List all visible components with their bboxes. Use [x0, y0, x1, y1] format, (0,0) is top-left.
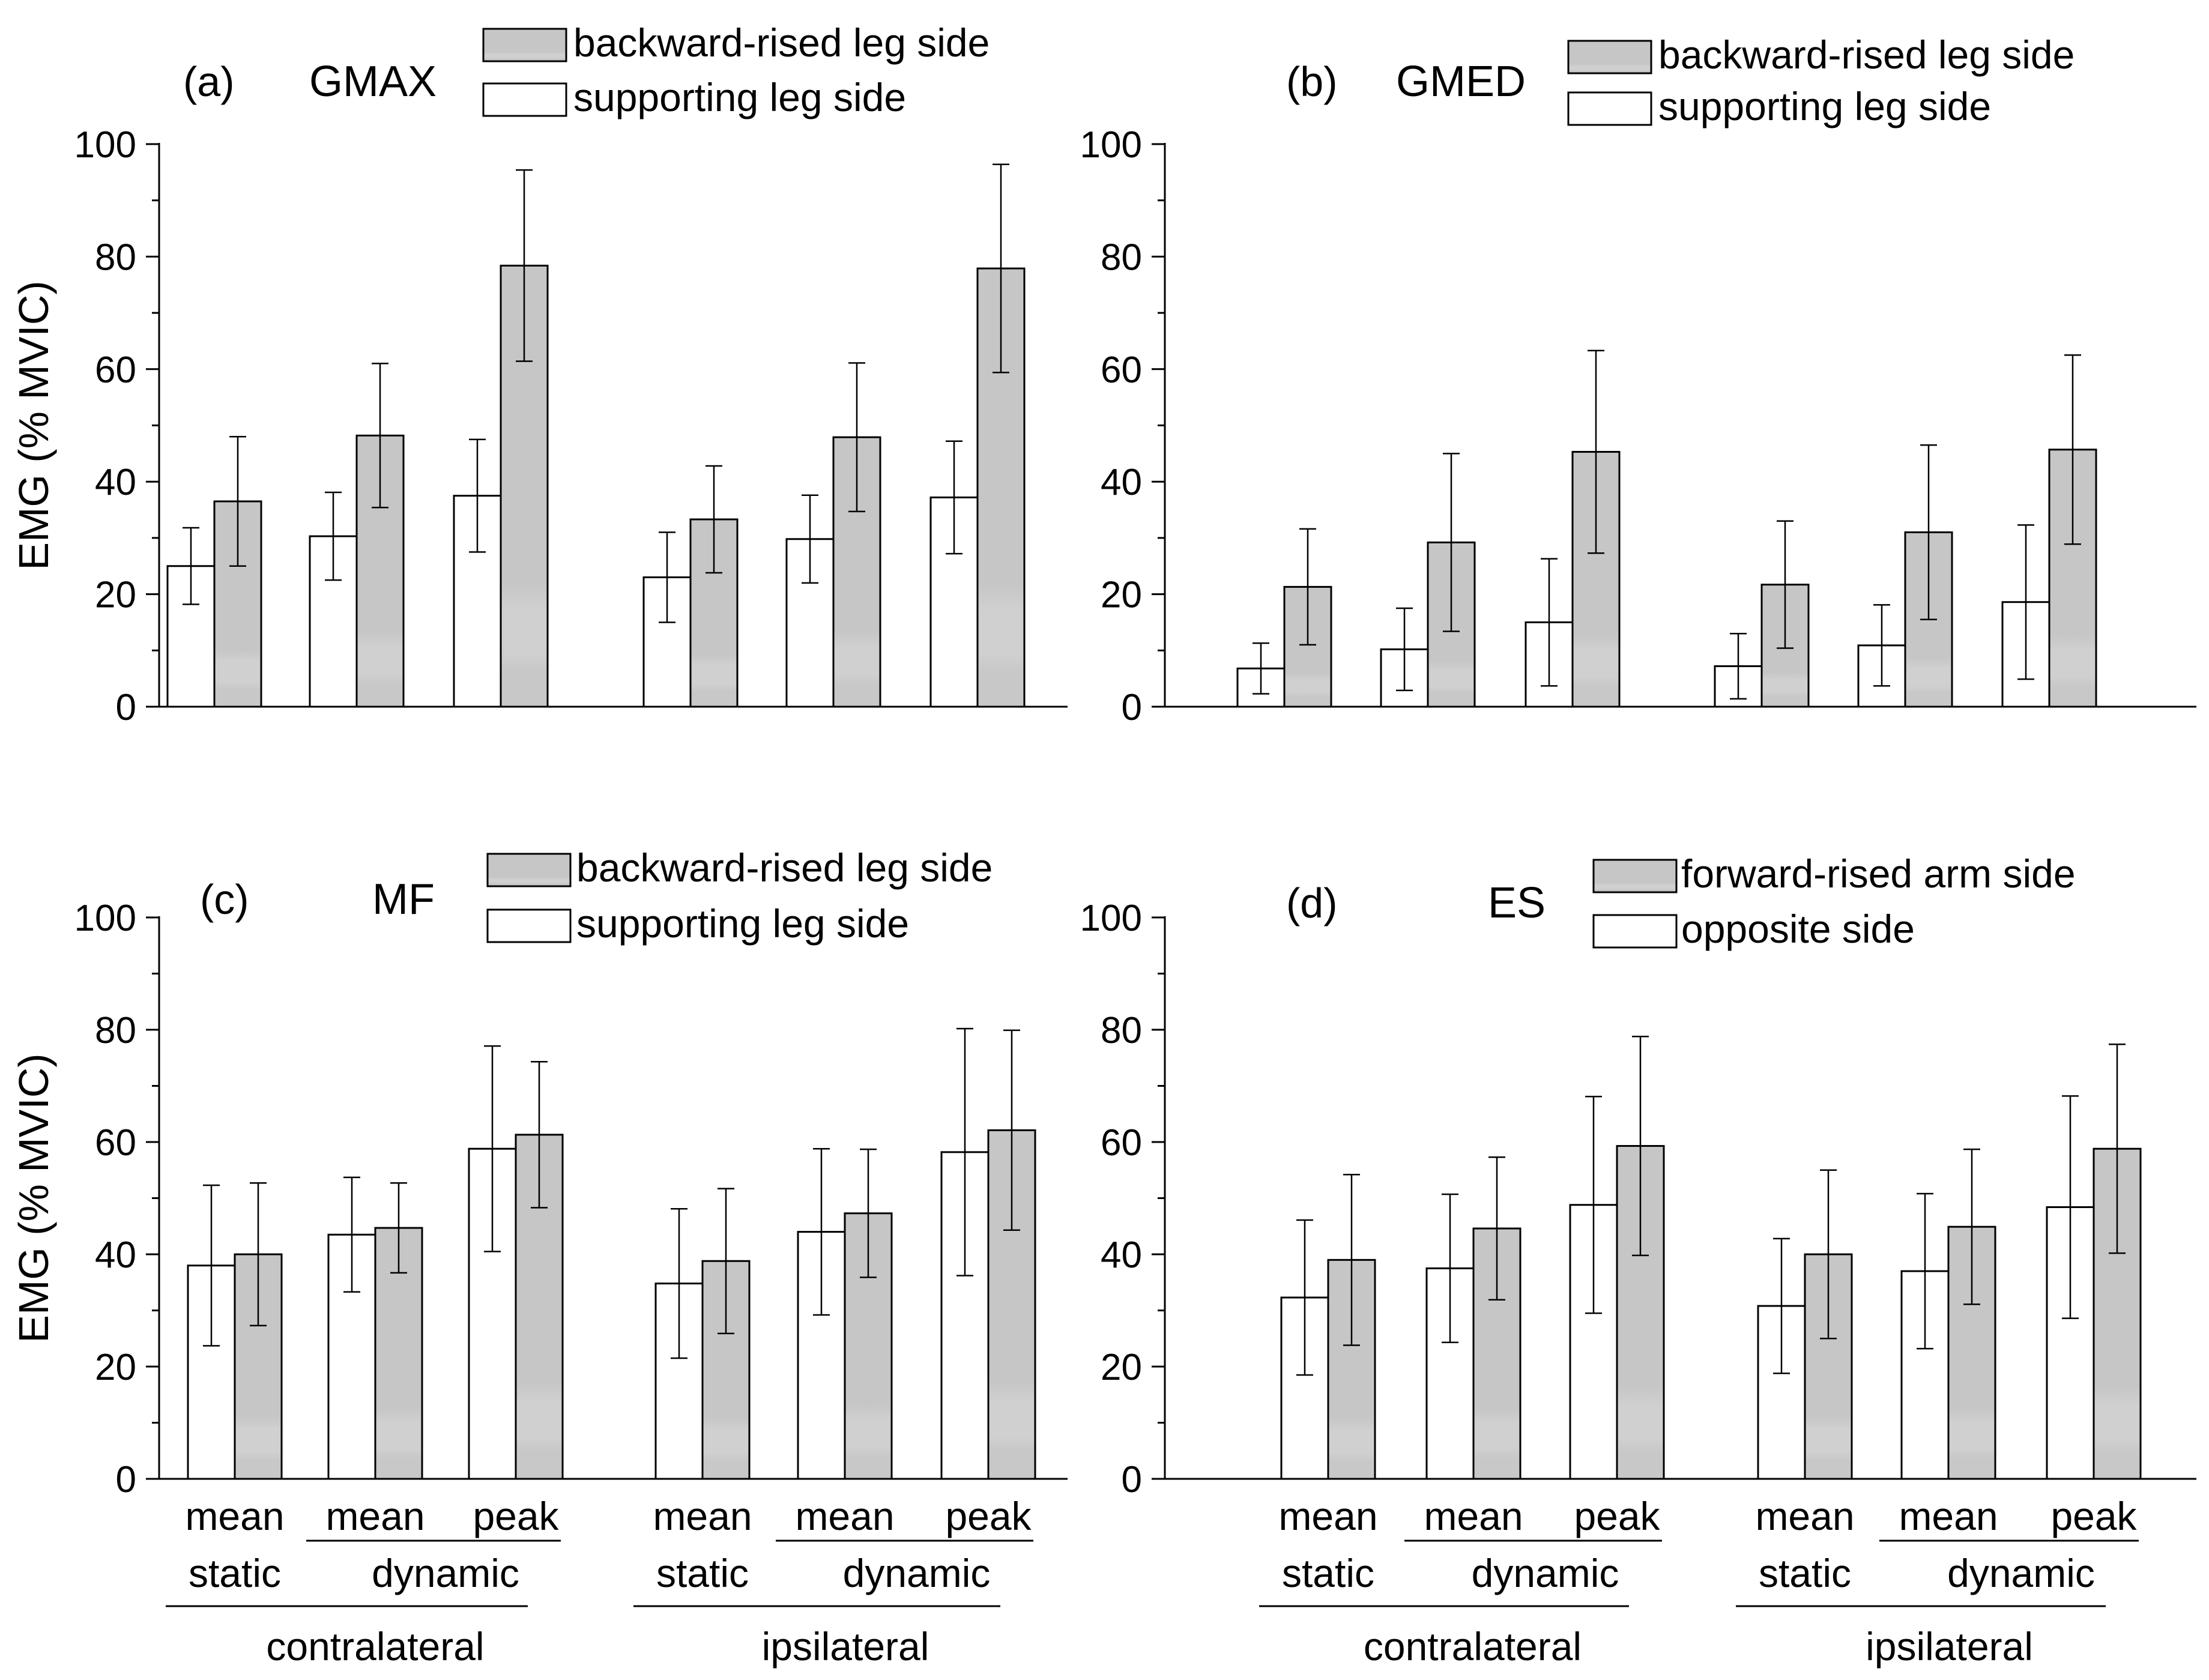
- chart-title: MF: [372, 875, 435, 923]
- group-label: static: [1282, 1551, 1374, 1595]
- x-tick-label: mean: [653, 1494, 752, 1538]
- legend-label: backward-rised leg side: [573, 20, 990, 65]
- side-label: ipsilateral: [762, 1624, 929, 1669]
- legend-label: backward-rised leg side: [1658, 32, 2075, 77]
- legend-swatch-white: [1592, 914, 1678, 949]
- legend-label: forward-rised arm side: [1681, 851, 2076, 896]
- y-tick-label: 100: [74, 898, 136, 939]
- group-label: static: [656, 1551, 749, 1595]
- y-tick-label: 80: [95, 237, 136, 278]
- y-tick-label: 20: [95, 575, 136, 616]
- y-tick-label: 60: [95, 349, 136, 391]
- group-label: static: [1759, 1551, 1851, 1595]
- panel-label: (d): [1286, 880, 1338, 926]
- legend-label: supporting leg side: [576, 901, 909, 946]
- x-tick-label: peak: [2050, 1494, 2137, 1538]
- x-tick-label: mean: [795, 1494, 894, 1538]
- y-tick-label: 0: [116, 687, 136, 728]
- y-tick-label: 40: [95, 462, 136, 503]
- legend-swatch-gray: [1567, 40, 1652, 74]
- y-tick-label: 80: [1101, 237, 1142, 278]
- legend-label: opposite side: [1681, 907, 1915, 951]
- panel-label: (b): [1286, 58, 1338, 105]
- legend-swatch-gray: [1592, 859, 1678, 893]
- y-tick-label: 60: [1101, 349, 1142, 391]
- x-tick-label: peak: [473, 1494, 559, 1538]
- legend-swatch-gray: [486, 853, 572, 887]
- y-tick-label: 80: [95, 1010, 136, 1051]
- y-tick-label: 40: [1101, 462, 1142, 503]
- legend-swatch-white: [486, 908, 572, 943]
- legend-swatch-white: [1567, 91, 1652, 126]
- y-tick-label: 60: [1101, 1122, 1142, 1164]
- panel-label: (a): [183, 58, 235, 105]
- y-tick-label: 40: [95, 1234, 136, 1276]
- y-tick-label: 0: [116, 1459, 136, 1500]
- legend-label: supporting leg side: [573, 75, 906, 119]
- group-label: dynamic: [1947, 1551, 2095, 1595]
- y-tick-label: 100: [1080, 898, 1142, 939]
- x-tick-label: peak: [1574, 1494, 1660, 1538]
- x-tick-label: mean: [325, 1494, 425, 1538]
- chart-panel-3: 0 20 40 60 80 100 EMG (% MVIC) (c) MF backward-ri…: [10, 845, 1068, 1669]
- legend-label: supporting leg side: [1658, 84, 1991, 128]
- y-tick-label: 0: [1122, 687, 1142, 728]
- x-tick-label: mean: [185, 1494, 284, 1538]
- chart-panel-1: 0 20 40 60 80 100 EMG (% MVIC) (a) GMAX backward-…: [10, 20, 1068, 728]
- y-tick-label: 100: [74, 124, 136, 166]
- y-tick-label: 20: [95, 1347, 136, 1388]
- y-tick-label: 100: [1080, 124, 1142, 166]
- y-tick-label: 80: [1101, 1010, 1142, 1051]
- chart-title: ES: [1488, 879, 1546, 927]
- y-axis-label: EMG (% MVIC): [10, 280, 57, 570]
- x-tick-label: mean: [1755, 1494, 1854, 1538]
- y-tick-label: 0: [1122, 1459, 1142, 1500]
- y-axis-label: EMG (% MVIC): [10, 1053, 57, 1343]
- group-label: dynamic: [1472, 1551, 1619, 1595]
- legend-label: backward-rised leg side: [576, 845, 993, 890]
- x-tick-label: mean: [1899, 1494, 1998, 1538]
- panel-label: (c): [200, 876, 249, 923]
- legend-swatch-white: [482, 82, 567, 117]
- y-tick-label: 60: [95, 1122, 136, 1164]
- chart-title: GMED: [1396, 58, 1526, 106]
- y-tick-label: 20: [1101, 575, 1142, 616]
- x-tick-label: mean: [1278, 1494, 1377, 1538]
- group-label: dynamic: [372, 1551, 519, 1595]
- chart-panel-4: 0 20 40 60 80 100 (d) ES forward-rised arm side o…: [1080, 851, 2196, 1669]
- legend-swatch-gray: [482, 28, 567, 62]
- chart-panel-2: 0 20 40 60 80 100 (b) GMED backward-rised leg si…: [1080, 32, 2196, 728]
- y-tick-label: 40: [1101, 1234, 1142, 1276]
- group-label: dynamic: [843, 1551, 991, 1595]
- side-label: contralateral: [266, 1624, 484, 1669]
- side-label: ipsilateral: [1866, 1624, 2033, 1669]
- y-tick-label: 20: [1101, 1347, 1142, 1388]
- x-tick-label: mean: [1424, 1494, 1523, 1538]
- chart-title: GMAX: [309, 58, 437, 106]
- group-label: static: [189, 1551, 281, 1595]
- x-tick-label: peak: [945, 1494, 1032, 1538]
- side-label: contralateral: [1364, 1624, 1582, 1669]
